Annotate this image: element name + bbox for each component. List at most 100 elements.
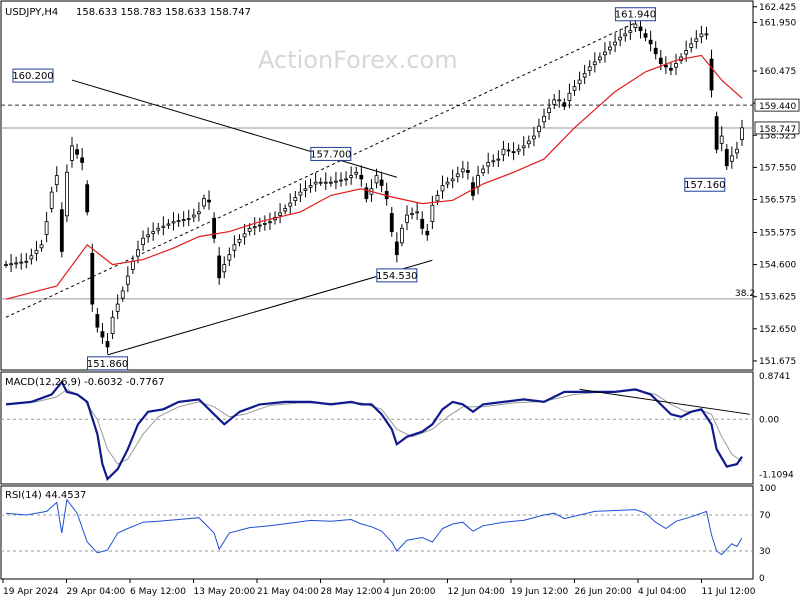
candle-body [704,33,709,36]
price-annotation-label: 157.700 [310,149,351,160]
price-tick-label: 156.575 [759,196,796,206]
candle-body [506,149,511,152]
candle-body [425,230,430,236]
candle-body [531,135,536,140]
candle-body [511,151,516,154]
candle-body [653,47,658,55]
candle-body [669,67,673,71]
candle-body [49,191,54,209]
macd-tick-label: 0.00 [759,415,779,425]
candle-body [222,264,227,273]
candle-body [719,135,724,144]
candle-body [623,33,628,37]
candle-body [176,220,181,223]
candle-body [288,202,293,207]
candle-body [674,63,678,68]
price-annotation-box [12,68,54,83]
candle-body [481,168,486,174]
date-tick-label: 12 Jun 04:00 [448,587,505,597]
macd-tick-label: -1.1094 [759,471,794,481]
candle-body [501,148,506,156]
candle-body [694,38,699,43]
candle-body [714,116,719,150]
candle-body [191,214,196,218]
candle-body [186,218,191,220]
candle-body [410,213,414,215]
candle-body [257,224,262,227]
candle-body [130,260,135,270]
macd-signal-line [5,388,743,465]
axes-layer: 162.425161.950160.475159.500158.525157.5… [2,3,800,597]
candle-body [120,290,125,299]
candle-body [648,39,653,45]
symbol-label: USDJPY,H4 [5,7,58,18]
candle-body [54,175,59,186]
candle-body [247,227,252,232]
candle-body [603,51,607,56]
candle-body [597,56,602,61]
candle-body [542,115,546,123]
candle-body [75,149,79,155]
candle-body [440,185,445,192]
candle-body [516,148,521,152]
date-tick-label: 6 May 12:00 [130,587,186,597]
candle-body [110,316,115,334]
candle-body [166,223,171,226]
rsi-title: RSI(14) 44.4537 [5,490,86,501]
candle-body [141,237,145,245]
candle-body [323,181,328,184]
price-annotation-box [614,7,656,22]
candle-body [364,187,369,200]
macd-layer [1,380,753,481]
candle-body [628,30,633,33]
watermark: ActionForex.com [258,46,458,74]
candle-body [435,194,440,202]
macd-trendline-0 [579,388,751,415]
candle-body [618,36,623,41]
candle-body [217,255,222,279]
candle-body [4,264,8,266]
candle-body [526,140,531,145]
price-annotation-label: 161.940 [615,10,656,21]
price-tick-label: 152.650 [759,325,796,335]
rsi-line [5,498,743,556]
candle-body [613,41,618,46]
candle-body [400,227,404,244]
candle-body [359,174,364,180]
candle-body [232,244,237,251]
candle-body [557,99,562,102]
candle-body [445,181,450,185]
candle-body [643,33,648,38]
candle-body [689,43,694,48]
candle-body [562,102,567,107]
date-tick-label: 19 Jun 12:00 [511,587,568,597]
candle-body [476,175,480,187]
date-tick-label: 13 May 20:00 [194,587,256,597]
rsi-tick-label: 0 [759,574,765,584]
price-annotation-box [684,177,726,192]
candle-body [181,219,186,221]
candle-body [303,188,308,192]
price-annotation-label: 154.530 [376,271,417,282]
price-layer: 160.200 151.860 157.700 154.530 161.940 157.1… [1,7,753,371]
candle-body [334,180,338,183]
candle-body [115,303,120,312]
macd-tick-label: 0.8741 [759,372,791,382]
candle-body [547,107,552,114]
candle-body [379,179,384,186]
candle-body [572,86,577,91]
candle-body [592,61,597,66]
candle-body [638,26,643,32]
candle-body [405,214,409,223]
candle-body [328,181,333,184]
price-annotation-label: 151.860 [87,359,128,370]
candle-body [151,231,156,234]
candle-body [161,225,166,228]
candle-body [567,92,572,101]
rsi-tick-label: 70 [759,511,771,521]
candle-body [740,127,744,141]
candle-body [582,73,587,78]
candle-body [39,244,44,249]
candle-body [486,162,491,167]
